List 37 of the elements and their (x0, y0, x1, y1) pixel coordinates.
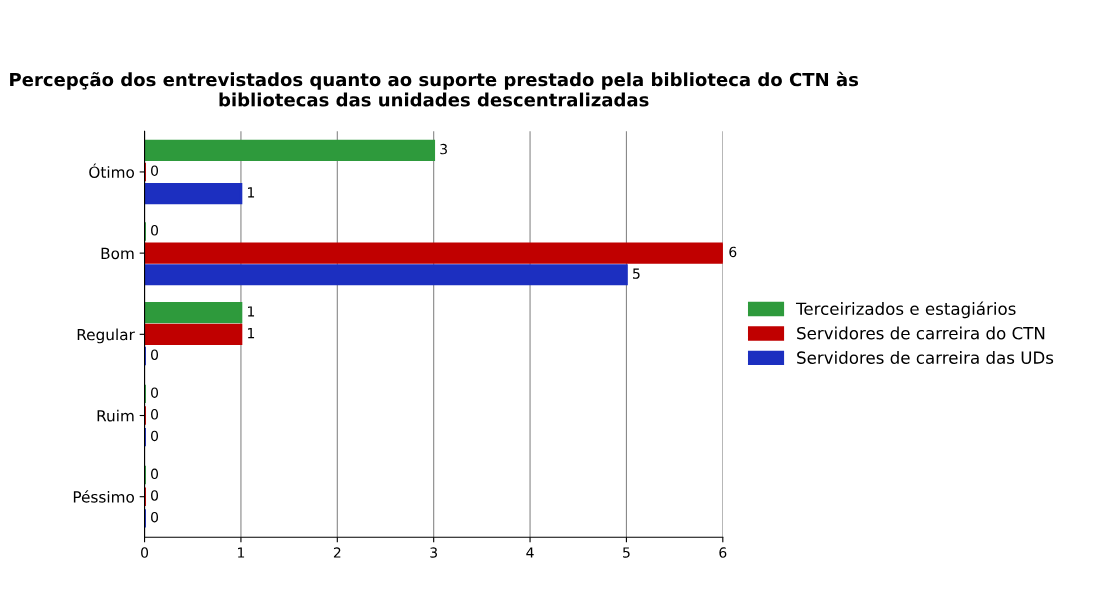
x-tick-label: 1 (238, 547, 245, 558)
x-tick-label: 0 (141, 547, 149, 558)
data-label: 1 (248, 306, 255, 317)
legend-label: Terceirizados e estagiários (795, 301, 1016, 319)
data-label: 0 (151, 430, 159, 442)
bar (144, 242, 723, 264)
y-tick-label: Ótimo (89, 163, 134, 178)
y-tick-label: Péssimo (73, 490, 134, 503)
data-label: 0 (151, 511, 159, 523)
chart-title: Percepção dos entrevistados quanto ao suporte prestado pela biblioteca do CTN às bibliotecas das unidades descentralizadas (10, 71, 859, 107)
data-label: 0 (151, 225, 159, 236)
bar (144, 183, 243, 205)
x-tick-label: 3 (430, 547, 437, 558)
y-tick-label: Ruim (97, 409, 134, 422)
bar (144, 264, 628, 286)
bar (144, 323, 243, 345)
data-label: 0 (151, 349, 159, 360)
legend-label: Servidores de carreira das UDs (797, 351, 1054, 364)
x-tick-label: 2 (333, 547, 341, 558)
x-tick-label: 4 (526, 547, 534, 558)
data-label: 5 (633, 268, 640, 279)
y-tick-label: Regular (77, 328, 135, 344)
data-label: 0 (151, 387, 159, 398)
data-label: 0 (151, 490, 159, 501)
x-tick-label: 6 (719, 547, 727, 558)
data-label: 1 (248, 328, 255, 339)
data-label: 3 (440, 143, 447, 155)
data-label: 0 (151, 468, 159, 480)
y-tick-label: Bom (101, 247, 134, 260)
x-tick-label: 5 (623, 547, 630, 558)
legend-label: Servidores de carreira do CTN (797, 326, 1045, 340)
data-label: 6 (729, 246, 737, 258)
bar (144, 302, 243, 324)
data-label: 1 (248, 187, 255, 198)
bar (144, 139, 436, 161)
data-label: 0 (151, 409, 159, 420)
data-label: 0 (151, 165, 159, 176)
